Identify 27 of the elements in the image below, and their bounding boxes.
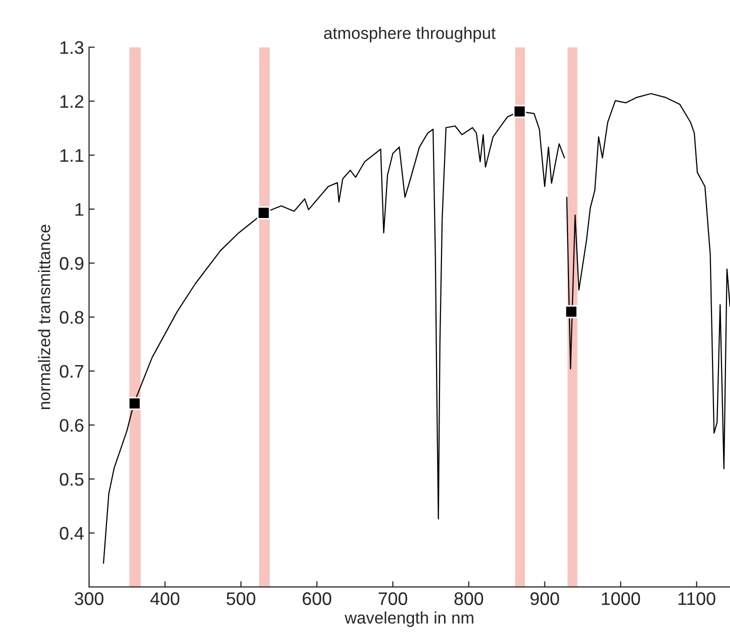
y-tick-label: 0.6 bbox=[60, 418, 84, 432]
x-tick-label: 700 bbox=[378, 592, 408, 606]
y-tick-label: 1 bbox=[76, 203, 84, 216]
line-series bbox=[566, 93, 730, 470]
y-tick-label: 0.8 bbox=[60, 311, 84, 324]
y-tick-label: 0.9 bbox=[60, 257, 84, 270]
x-tick-label: 400 bbox=[150, 592, 180, 606]
y-tick-label: 1.1 bbox=[60, 149, 84, 162]
y-tick-label: 0.4 bbox=[60, 526, 84, 540]
point bbox=[128, 396, 142, 410]
point bbox=[513, 104, 526, 118]
point bbox=[564, 305, 578, 318]
y-axis-title: normalized transmittance bbox=[38, 224, 50, 410]
x-axis-title: wavelength in nm bbox=[344, 611, 474, 627]
x-tick-label: 300 bbox=[74, 592, 104, 606]
y-tick-label: 0.7 bbox=[60, 364, 84, 378]
x-tick-label: 800 bbox=[454, 592, 484, 606]
y-tick-label: 1.3 bbox=[60, 41, 84, 54]
point bbox=[257, 206, 270, 220]
x-tick-label: 1100 bbox=[678, 592, 716, 606]
x-tick-label: 500 bbox=[226, 592, 256, 606]
x-tick-label: 600 bbox=[302, 592, 332, 606]
y-tick-label: 1.2 bbox=[60, 95, 84, 108]
chart-title: atmosphere throughput bbox=[324, 26, 496, 42]
y-tick-label: 0.5 bbox=[60, 472, 84, 486]
x-tick-label: 900 bbox=[530, 592, 560, 606]
x-tick-label: 1000 bbox=[602, 592, 640, 606]
